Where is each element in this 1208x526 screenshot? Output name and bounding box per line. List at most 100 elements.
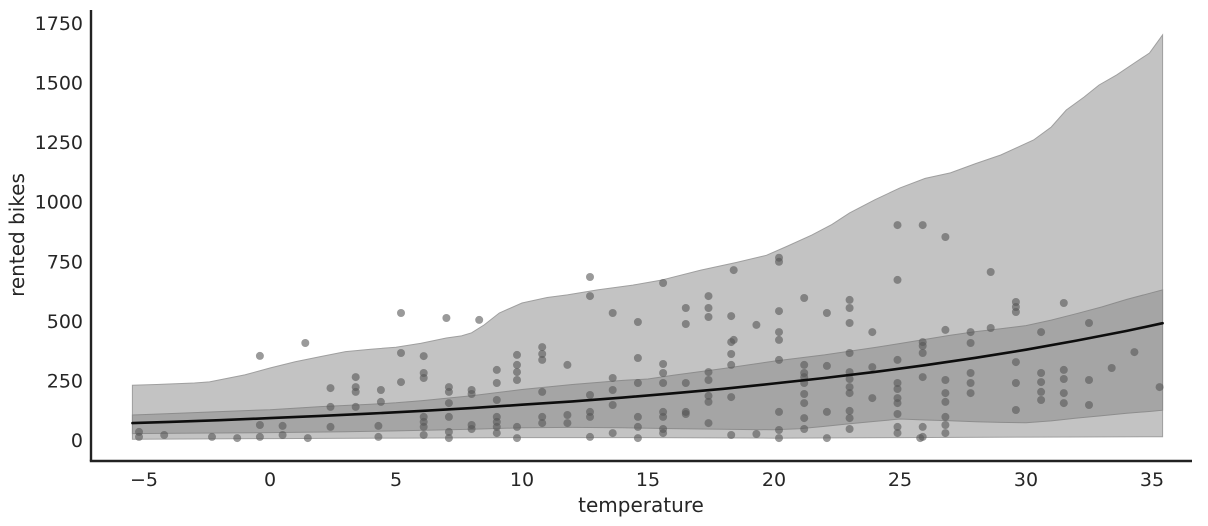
data-point bbox=[633, 318, 642, 326]
data-point bbox=[966, 369, 975, 377]
data-point bbox=[659, 360, 668, 368]
y-tick-labels: 0 250 500 750 1000 1250 1500 1750 bbox=[35, 13, 83, 452]
data-point bbox=[727, 393, 736, 402]
x-tick-label: 15 bbox=[636, 469, 660, 491]
data-point bbox=[467, 390, 476, 398]
x-tick-label: 0 bbox=[264, 469, 276, 491]
scatter-points bbox=[135, 221, 1164, 443]
data-point bbox=[633, 434, 642, 443]
data-point bbox=[1037, 378, 1046, 387]
data-point bbox=[704, 368, 713, 377]
data-point bbox=[1085, 376, 1093, 384]
data-point bbox=[941, 233, 950, 241]
data-point bbox=[444, 412, 453, 421]
data-point bbox=[303, 434, 312, 443]
data-point bbox=[727, 431, 736, 439]
data-point bbox=[986, 324, 995, 332]
data-point bbox=[608, 429, 617, 438]
y-axis-label: rented bikes bbox=[5, 173, 29, 297]
data-point bbox=[941, 389, 950, 398]
data-point bbox=[1037, 328, 1046, 337]
data-point bbox=[659, 412, 668, 421]
data-point bbox=[444, 434, 453, 443]
data-point bbox=[893, 355, 902, 364]
data-point bbox=[893, 275, 902, 284]
data-point bbox=[941, 376, 950, 384]
data-point bbox=[397, 309, 405, 317]
data-point bbox=[1059, 365, 1068, 374]
data-point bbox=[845, 375, 854, 383]
data-point bbox=[563, 360, 572, 369]
data-point bbox=[538, 387, 547, 396]
y-tick-label: 250 bbox=[47, 370, 83, 392]
data-point bbox=[845, 383, 854, 392]
data-point bbox=[538, 355, 547, 364]
data-point bbox=[1011, 358, 1020, 367]
data-point bbox=[586, 273, 594, 281]
data-point bbox=[918, 221, 927, 230]
data-point bbox=[351, 387, 360, 396]
data-point bbox=[752, 320, 761, 329]
data-point bbox=[775, 307, 783, 316]
data-point bbox=[1037, 396, 1046, 404]
data-point bbox=[374, 432, 383, 441]
data-point bbox=[775, 335, 783, 344]
data-point bbox=[822, 407, 831, 416]
data-point bbox=[800, 399, 809, 408]
data-point bbox=[608, 309, 617, 317]
data-point bbox=[868, 394, 877, 403]
data-point bbox=[608, 374, 617, 382]
data-point bbox=[586, 292, 594, 301]
data-point bbox=[775, 328, 783, 337]
data-point bbox=[727, 312, 736, 321]
data-point bbox=[419, 352, 428, 361]
data-point bbox=[966, 339, 975, 347]
data-point bbox=[775, 355, 783, 364]
data-point bbox=[966, 328, 975, 337]
data-point bbox=[633, 354, 642, 362]
data-point bbox=[681, 379, 690, 387]
data-point bbox=[160, 431, 169, 439]
credible-bands bbox=[131, 33, 1164, 440]
data-point bbox=[845, 349, 854, 357]
data-point bbox=[538, 350, 547, 358]
data-point bbox=[586, 432, 594, 441]
data-point bbox=[513, 360, 521, 369]
data-point bbox=[397, 378, 405, 387]
data-point bbox=[419, 374, 428, 382]
data-point bbox=[845, 304, 854, 312]
data-point bbox=[800, 425, 809, 433]
data-point bbox=[563, 411, 572, 419]
data-point bbox=[326, 384, 335, 393]
x-axis-label: temperature bbox=[578, 493, 704, 517]
x-tick-label: 5 bbox=[390, 469, 402, 491]
data-point bbox=[1085, 319, 1093, 327]
y-tick-label: 1750 bbox=[35, 13, 83, 35]
data-point bbox=[822, 361, 831, 370]
data-point bbox=[326, 422, 335, 431]
data-point bbox=[704, 376, 713, 384]
data-point bbox=[966, 379, 975, 387]
data-point bbox=[513, 434, 521, 443]
data-point bbox=[278, 431, 287, 439]
data-point bbox=[727, 350, 736, 358]
data-point bbox=[918, 373, 927, 382]
data-point bbox=[1011, 406, 1020, 414]
data-point bbox=[918, 349, 927, 357]
data-point bbox=[492, 422, 501, 431]
data-point bbox=[135, 432, 143, 441]
x-tick-label: 20 bbox=[762, 469, 786, 491]
data-point bbox=[492, 379, 501, 387]
data-point bbox=[633, 422, 642, 431]
y-tick-label: 1250 bbox=[35, 132, 83, 154]
data-point bbox=[822, 434, 831, 443]
data-point bbox=[442, 314, 451, 322]
data-point bbox=[538, 412, 547, 421]
data-point bbox=[376, 386, 385, 394]
data-point bbox=[681, 304, 690, 312]
data-point bbox=[608, 386, 617, 394]
data-point bbox=[492, 365, 501, 374]
data-point bbox=[538, 343, 547, 352]
data-point bbox=[941, 325, 950, 334]
data-point bbox=[822, 309, 831, 317]
